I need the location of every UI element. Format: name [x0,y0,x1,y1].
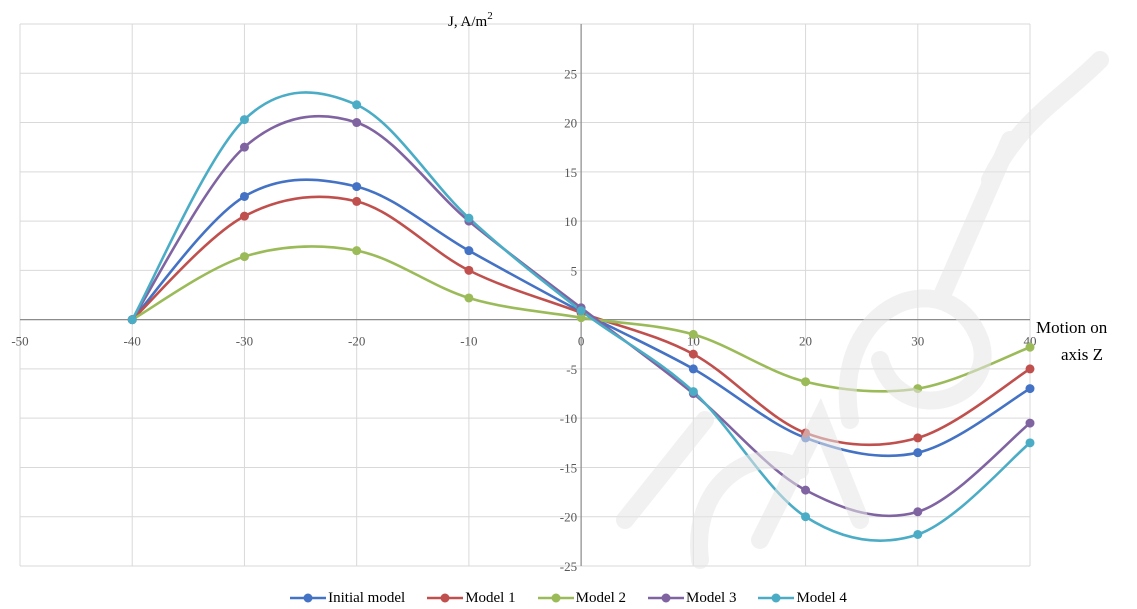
legend-label: Model 1 [465,589,516,606]
data-point-initial-model [913,448,923,458]
legend-swatch-initial-model [290,593,327,603]
x-tick-label: -30 [236,334,253,349]
x-tick-label: 0 [578,334,585,349]
legend-swatch-model-2 [537,593,574,603]
legend-swatch-marker [661,593,671,603]
legend-swatch-marker [440,593,450,603]
data-point-model-4 [688,387,698,397]
data-point-initial-model [464,246,474,256]
x-tick-label: -20 [348,334,365,349]
legend-swatch-model-3 [648,593,685,603]
data-point-model-1 [464,265,474,275]
data-point-model-4 [913,529,923,539]
x-tick-label: -10 [460,334,477,349]
y-tick-label: 20 [564,116,577,131]
legend-swatch-marker [771,593,781,603]
data-point-model-3 [239,142,249,152]
data-point-model-4 [464,213,474,223]
legend-item-model-2: Model 2 [537,588,627,608]
data-point-model-1 [913,433,923,443]
data-point-model-3 [352,118,362,128]
legend-swatch-marker [551,593,561,603]
y-tick-label: 15 [564,165,577,180]
data-point-model-2 [1025,342,1035,352]
data-point-model-4 [1025,438,1035,448]
data-point-model-4 [576,306,586,316]
legend-swatch-model-4 [758,593,795,603]
data-point-model-4 [127,315,137,325]
y-tick-label: -20 [560,510,577,525]
x-axis-label-line1: Motion on [1036,318,1108,337]
legend-item-model-4: Model 4 [758,588,847,608]
legend-swatch-model-1 [427,593,464,603]
legend-item-model-1: Model 1 [427,588,516,608]
data-point-model-3 [801,485,811,495]
legend-item-model-3: Model 3 [648,588,736,608]
y-axis-label: J, A/m2 [448,10,493,30]
x-tick-label: -40 [124,334,141,349]
y-tick-label: -5 [566,362,577,377]
data-point-model-1 [239,211,249,221]
legend-label: Model 4 [796,589,847,606]
data-point-model-2 [239,252,249,262]
data-point-model-4 [239,115,249,125]
y-tick-label: 5 [571,263,578,278]
data-point-model-4 [801,512,811,522]
legend: Initial model Model 1 Model 2 Model 3 Model … [0,588,1137,608]
data-point-model-1 [1025,364,1035,374]
x-axis-label-line2: axis Z [1061,345,1103,364]
data-point-model-2 [352,246,362,256]
series-line-model-3 [131,114,1031,518]
legend-label: Model 2 [575,589,627,606]
series-points [127,100,1035,539]
x-tick-label: 20 [799,334,812,349]
x-tick-label: 30 [911,334,924,349]
data-point-model-4 [352,100,362,110]
legend-label: Model 3 [686,589,737,606]
legend-item-initial-model: Initial model [290,588,405,608]
data-point-model-1 [688,349,698,359]
y-tick-label: 25 [564,66,577,81]
y-tick-label: -10 [560,411,577,426]
y-tick-label: -15 [560,460,577,475]
data-point-initial-model [688,364,698,374]
x-tick-label: -50 [11,334,28,349]
data-point-model-2 [688,329,698,339]
data-point-model-1 [801,428,811,438]
y-tick-label: -25 [560,559,577,574]
data-point-model-1 [352,196,362,206]
data-point-model-2 [801,377,811,387]
data-point-initial-model [352,182,362,192]
data-point-model-2 [913,384,923,394]
legend-label: Initial model [328,589,406,606]
data-point-model-2 [464,293,474,303]
legend-swatch-marker [303,593,313,603]
data-point-model-3 [913,507,923,517]
data-point-model-3 [1025,418,1035,428]
data-point-initial-model [239,191,249,201]
y-tick-label: 10 [564,214,577,229]
data-point-initial-model [1025,384,1035,394]
data-point-model-2 [576,313,586,323]
